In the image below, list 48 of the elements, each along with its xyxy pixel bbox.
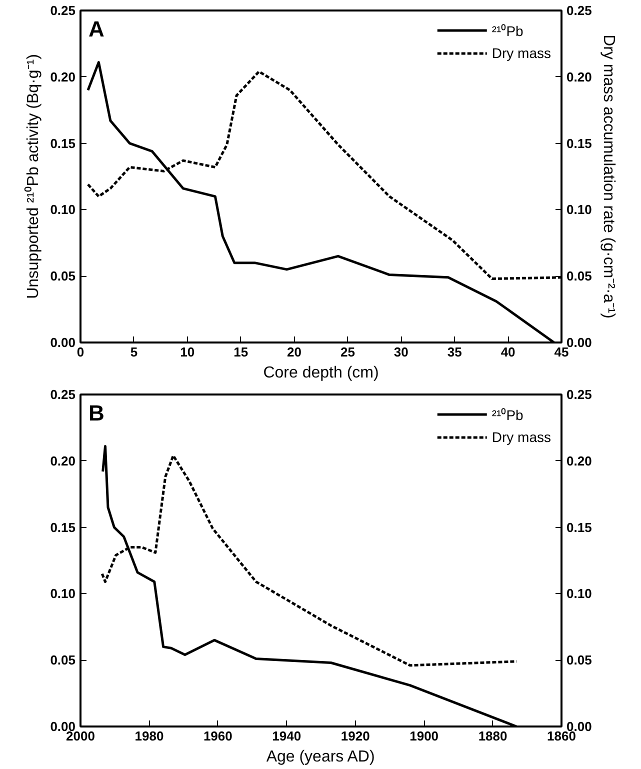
y2-tick-label: 0.10 [566, 586, 592, 602]
legend-label: Dry mass [492, 429, 551, 445]
y-tick-label: 0.00 [50, 335, 76, 350]
x-tick-label: 0 [76, 344, 84, 360]
x-axis-title: Age (years AD) [266, 748, 375, 766]
y2-axis-title: Dry mass accumulation rate (g·cm⁻²·a⁻¹) [600, 34, 617, 318]
x-tick-label: 15 [234, 344, 248, 360]
x-tick-label: 20 [287, 344, 302, 360]
y-tick-label: 0.15 [50, 136, 76, 151]
y-tick-label: 0.05 [50, 268, 76, 284]
x-tick-label: 1880 [478, 728, 508, 744]
x-axis-title: Core depth (cm) [263, 364, 379, 382]
x-tick-label: 40 [500, 344, 516, 360]
y-tick-label: 0.25 [50, 387, 76, 402]
x-tick-label: 30 [394, 344, 408, 360]
y-axis-title: Unsupported ²¹⁰Pb activity (Bq·g⁻¹) [24, 54, 42, 299]
x-tick-label: 1980 [134, 728, 164, 744]
x-tick-label: 1960 [203, 728, 232, 744]
y2-tick-label: 0.05 [566, 268, 592, 284]
y-tick-label: 0.25 [50, 3, 76, 18]
legend-label: ²¹⁰Pb [492, 406, 524, 424]
y-tick-label: 0.10 [50, 586, 76, 602]
legend-label: Dry mass [492, 45, 551, 61]
y2-tick-label: 0.10 [566, 202, 592, 218]
y-tick-label: 0.20 [50, 69, 76, 84]
x-tick-label: 5 [130, 344, 138, 360]
x-tick-label: 35 [447, 344, 462, 360]
x-tick-label: 1900 [410, 728, 439, 744]
y-tick-label: 0.10 [50, 202, 76, 218]
x-tick-label: 1920 [340, 728, 370, 744]
y2-tick-label: 0.25 [566, 387, 592, 402]
y-tick-label: 0.05 [50, 652, 76, 668]
x-tick-label: 10 [180, 344, 195, 360]
x-tick-label: 1940 [272, 728, 302, 744]
y2-tick-label: 0.05 [566, 652, 592, 668]
y2-tick-label: 0.15 [566, 520, 592, 535]
y2-tick-label: 0.20 [566, 453, 592, 468]
y2-tick-label: 0.20 [566, 69, 592, 84]
x-tick-label: 25 [340, 344, 355, 360]
annotation: B [88, 400, 104, 426]
y2-tick-label: 0.00 [566, 335, 592, 350]
annotation: A [88, 16, 104, 42]
y-tick-label: 0.15 [50, 520, 76, 535]
y2-tick-label: 0.15 [566, 136, 592, 151]
y-tick-label: 0.20 [50, 453, 76, 468]
line-series [102, 445, 518, 726]
y2-tick-label: 0.25 [566, 3, 592, 18]
legend-label: ²¹⁰Pb [492, 22, 524, 40]
